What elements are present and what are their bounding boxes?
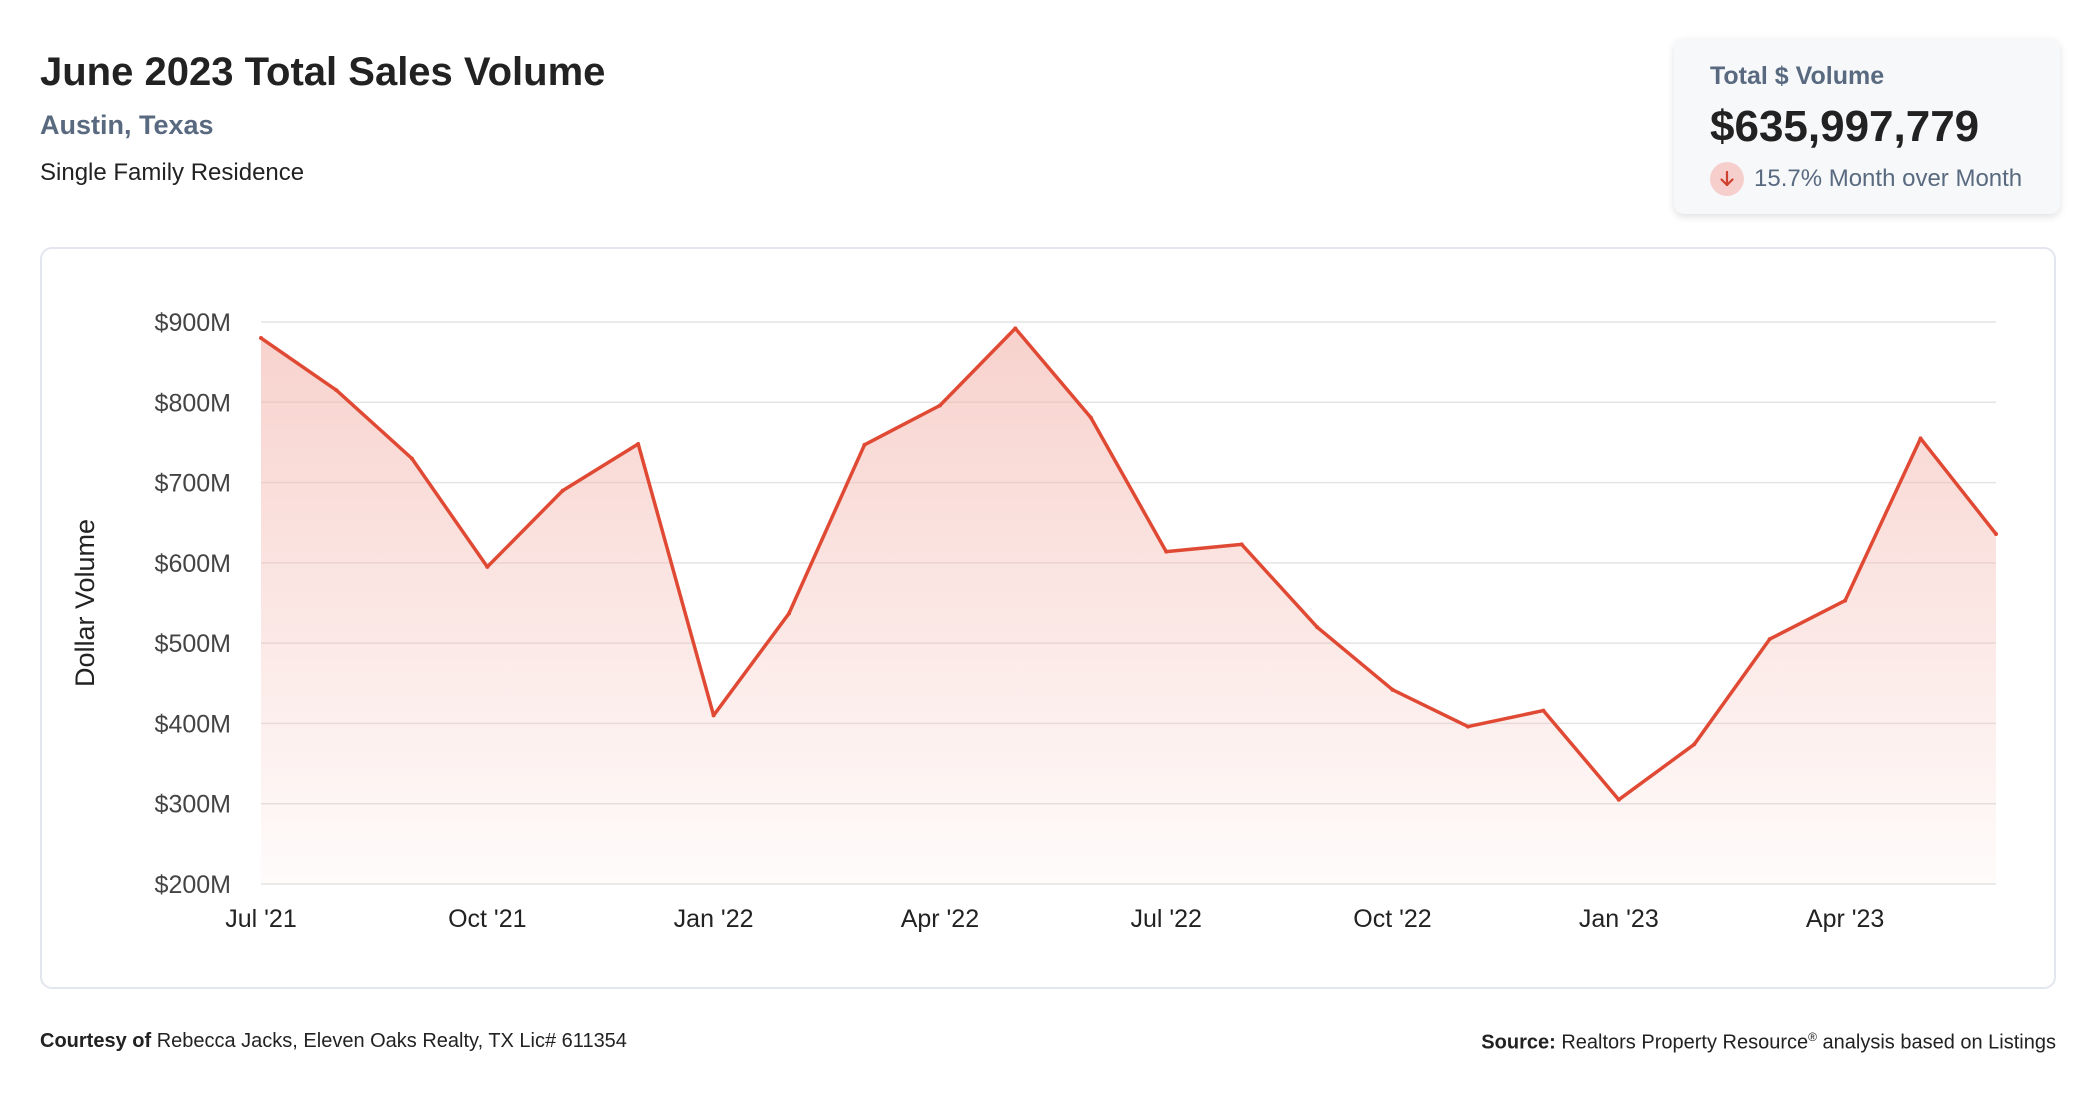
data-point: [1088, 415, 1093, 420]
data-point: [787, 611, 792, 616]
page-title: June 2023 Total Sales Volume: [40, 50, 606, 94]
y-axis-ticks: $900M $800M $700M $600M $500M $400M $300M $200M: [155, 309, 231, 899]
courtesy-label: Courtesy of: [40, 1030, 152, 1052]
data-point: [1013, 326, 1018, 331]
chart-panel: $900M $800M $700M $600M $500M $400M $300M $200M…: [40, 247, 2056, 989]
data-points: [259, 326, 1998, 802]
data-point: [334, 388, 339, 393]
data-point: [1164, 549, 1169, 554]
arrow-down-icon: [1710, 162, 1744, 196]
y-tick-label: $300M: [155, 791, 231, 819]
y-tick-label: $900M: [155, 309, 231, 337]
x-axis-ticks: Jul '21 Oct '21 Jan '22 Apr '22 Jul '22 Oct '…: [225, 905, 1884, 933]
kpi-card: Total $ Volume $635,997,779 15.7% Month …: [1674, 38, 2060, 214]
data-point: [937, 403, 942, 408]
sales-volume-chart: $900M $800M $700M $600M $500M $400M $300M $200M…: [70, 309, 1998, 933]
x-tick-label: Jul '22: [1130, 905, 1201, 933]
property-type-label: Single Family Residence: [40, 159, 305, 186]
data-point: [409, 456, 414, 461]
location-label: Austin, Texas: [40, 110, 214, 140]
data-point: [259, 336, 263, 341]
data-point: [1541, 708, 1546, 713]
data-point: [1616, 797, 1621, 802]
kpi-label: Total $ Volume: [1710, 62, 1885, 90]
x-tick-label: Jul '21: [225, 905, 296, 933]
data-point: [485, 564, 490, 569]
courtesy-text: Rebecca Jacks, Eleven Oaks Realty, TX Li…: [156, 1030, 627, 1052]
y-tick-label: $500M: [155, 630, 231, 658]
kpi-change-text: 15.7% Month over Month: [1754, 165, 2023, 192]
data-point: [1239, 542, 1244, 547]
y-tick-label: $400M: [155, 710, 231, 738]
footer-courtesy: Courtesy of Rebecca Jacks, Eleven Oaks R…: [40, 1030, 627, 1053]
y-tick-label: $200M: [155, 871, 231, 899]
x-tick-label: Apr '22: [901, 905, 979, 933]
source-text-b: analysis based on Listings: [1822, 1031, 2056, 1054]
data-point: [1843, 598, 1848, 603]
data-point: [1390, 687, 1395, 692]
area-fill: [261, 328, 1996, 884]
data-point: [1465, 724, 1470, 729]
y-tick-label: $800M: [155, 389, 231, 417]
data-point: [711, 713, 716, 718]
x-tick-label: Apr '23: [1806, 905, 1884, 933]
source-text-a: Realtors Property Resource: [1561, 1031, 1809, 1054]
footer-source: Source: Realtors Property Resource® anal…: [1481, 1030, 2056, 1055]
data-point: [636, 442, 641, 447]
data-point: [1918, 436, 1923, 441]
kpi-value: $635,997,779: [1710, 102, 1980, 151]
kpi-change: 15.7% Month over Month: [1710, 162, 2060, 196]
x-tick-label: Oct '22: [1353, 905, 1431, 933]
x-tick-label: Jan '23: [1579, 905, 1659, 933]
x-tick-label: Jan '22: [674, 905, 754, 933]
data-point: [1315, 625, 1320, 630]
data-point: [1692, 742, 1697, 747]
data-point: [1767, 637, 1772, 642]
series-line: [259, 326, 1998, 802]
source-label: Source:: [1481, 1031, 1556, 1054]
y-tick-label: $600M: [155, 550, 231, 578]
data-point: [1994, 531, 1998, 536]
y-tick-label: $700M: [155, 470, 231, 498]
data-point: [560, 488, 565, 493]
registered-mark: ®: [1808, 1030, 1817, 1044]
header: June 2023 Total Sales Volume Austin, Tex…: [40, 44, 605, 188]
x-tick-label: Oct '21: [448, 905, 526, 933]
y-axis-label: Dollar Volume: [70, 519, 100, 687]
data-point: [862, 442, 867, 447]
